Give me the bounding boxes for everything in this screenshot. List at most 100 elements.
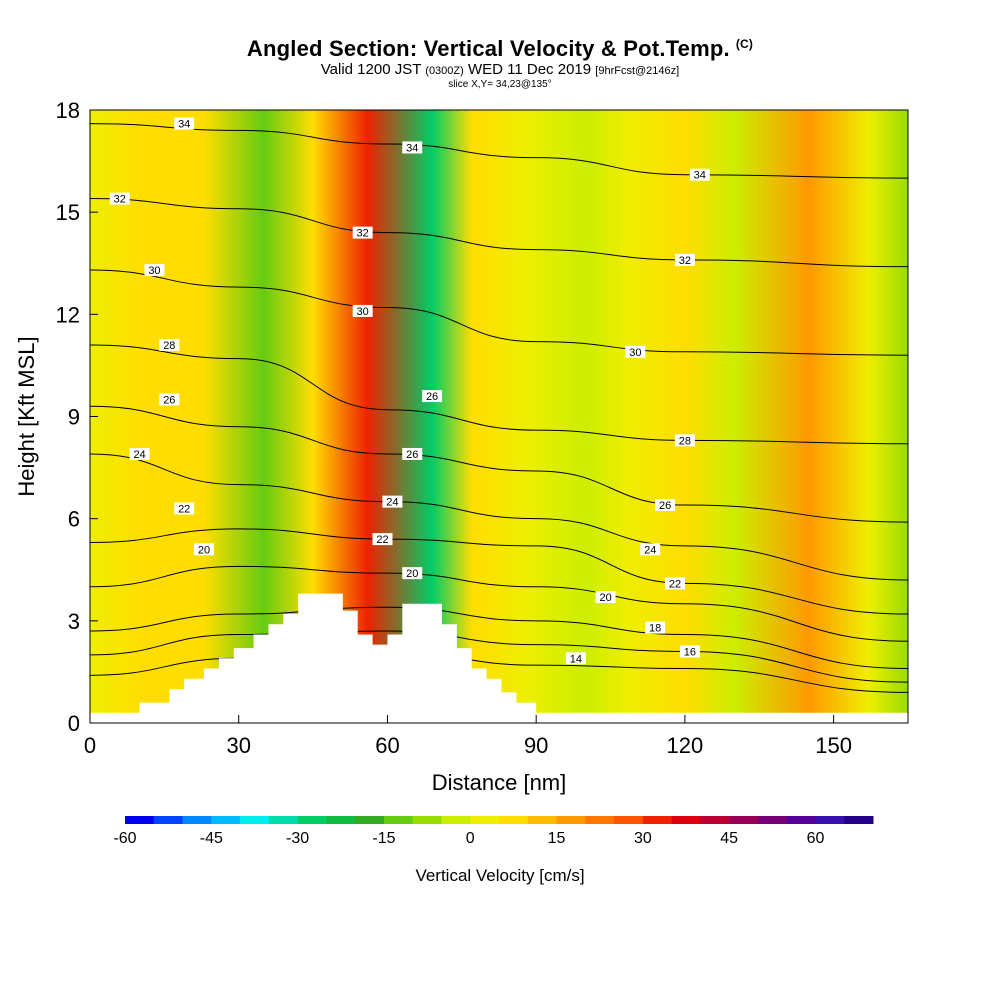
- contour-label-4: 20: [402, 567, 423, 580]
- y-tick-label: 12: [56, 302, 80, 327]
- contour-label-box: [674, 434, 695, 447]
- colorbar-swatch: [844, 816, 874, 824]
- contour-label-text: 32: [114, 194, 126, 206]
- theta-contour-16: [90, 630, 908, 683]
- colorbar-swatch: [585, 816, 615, 824]
- theta-contour-34: [90, 123, 908, 179]
- colorbar-swatch: [757, 816, 788, 824]
- contour-label-box: [159, 338, 180, 351]
- contour-label-box: [402, 141, 423, 154]
- x-tick-label: 60: [375, 733, 399, 758]
- colorbar-swatch: [614, 816, 644, 824]
- colorbar-swatch: [642, 816, 673, 824]
- valid-date: WED 11 Dec 2019: [467, 61, 592, 78]
- contour-label-box: [174, 502, 195, 515]
- theta-contours: [90, 123, 908, 693]
- x-axis: 0 30 60 90 120 150: [84, 715, 852, 758]
- x-tick-label: 120: [667, 733, 704, 758]
- y-tick-label: 18: [56, 98, 80, 123]
- contour-label-text: 20: [406, 568, 418, 580]
- colorbar-tick-label: 15: [548, 830, 566, 847]
- colorbar-tick-label: -15: [372, 830, 395, 847]
- valid-prefix: Valid 1200 JST: [320, 61, 422, 78]
- colorbar-swatch: [355, 816, 385, 824]
- y-tick-label: 3: [68, 609, 80, 634]
- colorbar-swatch: [441, 816, 471, 824]
- contour-label-box: [109, 192, 130, 205]
- chart-title: Angled Section: Vertical Velocity & Pot.…: [0, 36, 1000, 62]
- theta-contour-32: [90, 198, 908, 268]
- title-text: Angled Section: Vertical Velocity & Pot.…: [246, 36, 730, 61]
- x-axis-label: Distance [nm]: [432, 770, 567, 795]
- contour-label-box: [129, 447, 150, 460]
- contour-label-box: [352, 226, 373, 239]
- colorbar-tick-label: 45: [720, 830, 738, 847]
- contour-label-box: [372, 533, 393, 546]
- colorbar-swatch: [527, 816, 558, 824]
- contour-label-text: 26: [426, 391, 438, 403]
- contour-label-box: [402, 447, 423, 460]
- colorbar-swatch: [786, 816, 816, 824]
- y-axis: 0 3 6 9 12 15 18: [56, 98, 98, 736]
- colorbar-tick-label: 30: [634, 830, 652, 847]
- y-tick-label: 0: [68, 711, 80, 736]
- contour-labels: 14 16 18 20 20 20 22 22 22 24 24 24 26 26 26 26 28 28 30 30…: [109, 117, 710, 665]
- contour-label-21: 32: [674, 253, 695, 267]
- contour-label-8: 22: [174, 502, 195, 515]
- contour-label-text: 26: [659, 500, 671, 512]
- colorbar-swatch: [383, 816, 414, 824]
- title-tag: (C): [735, 36, 754, 51]
- colorbar-swatch: [412, 816, 442, 824]
- x-tick-label: 90: [524, 733, 548, 758]
- contour-label-text: 16: [684, 646, 696, 658]
- colorbar-swatch: [671, 816, 701, 824]
- velocity-field: [90, 110, 908, 723]
- contour-label-5: 20: [194, 543, 215, 556]
- colorbar-swatch: [556, 816, 586, 824]
- contour-label-box: [565, 652, 586, 665]
- contour-label-text: 20: [599, 592, 611, 604]
- colorbar-swatch: [815, 816, 845, 824]
- colorbar-tick-label: 60: [807, 830, 825, 847]
- colorbar-swatch: [729, 816, 759, 824]
- contour-label-0: 14: [565, 652, 586, 665]
- y-tick-label: 6: [68, 507, 80, 532]
- theta-contour-18: [90, 606, 908, 670]
- contour-label-7: 22: [372, 533, 393, 546]
- contour-label-1: 16: [679, 645, 700, 658]
- contour-label-13: 26: [402, 447, 423, 461]
- colorbar-swatch: [499, 816, 529, 824]
- contour-label-box: [655, 499, 676, 512]
- contour-label-text: 34: [178, 119, 190, 131]
- theta-contour-28: [90, 344, 908, 445]
- contour-label-text: 34: [694, 170, 706, 182]
- theta-contour-26: [90, 405, 908, 523]
- contour-label-text: 20: [198, 544, 210, 556]
- contour-label-box: [382, 495, 403, 508]
- contour-label-box: [159, 393, 180, 406]
- contour-label-14: 26: [159, 393, 180, 406]
- colorbar-title: Vertical Velocity [cm/s]: [415, 866, 584, 885]
- contour-label-19: 30: [352, 304, 373, 318]
- x-tick-label: 150: [815, 733, 852, 758]
- contour-label-box: [174, 117, 195, 130]
- contour-label-box: [625, 345, 646, 358]
- contour-label-box: [674, 253, 695, 266]
- contour-label-text: 24: [644, 544, 656, 556]
- theta-contour-20: [90, 565, 908, 642]
- colorbar-tick-label: 0: [466, 830, 475, 847]
- colorbar-swatch: [297, 816, 327, 824]
- contour-label-box: [144, 264, 165, 277]
- contour-label-26: 34: [174, 117, 195, 131]
- y-tick-label: 9: [68, 405, 80, 430]
- contour-label-text: 14: [570, 653, 582, 665]
- contour-label-text: 30: [357, 306, 369, 318]
- colorbar-swatch: [182, 816, 212, 824]
- contour-label-text: 34: [406, 142, 418, 154]
- contour-label-box: [194, 543, 215, 556]
- contour-label-text: 18: [649, 623, 661, 635]
- y-axis-label: Height [Kft MSL]: [14, 336, 39, 496]
- colorbar-swatch: [700, 816, 730, 824]
- contour-label-text: 22: [178, 503, 190, 515]
